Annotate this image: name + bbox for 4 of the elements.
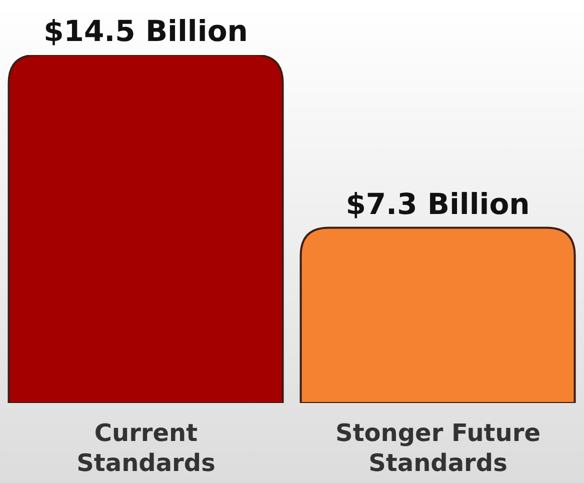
data-label: $7.3 Billion [346, 186, 530, 221]
x-tick-label: Stonger Future Standards [336, 419, 540, 477]
data-label: $14.5 Billion [44, 14, 248, 48]
x-tick-label: Current Standards [76, 419, 216, 477]
